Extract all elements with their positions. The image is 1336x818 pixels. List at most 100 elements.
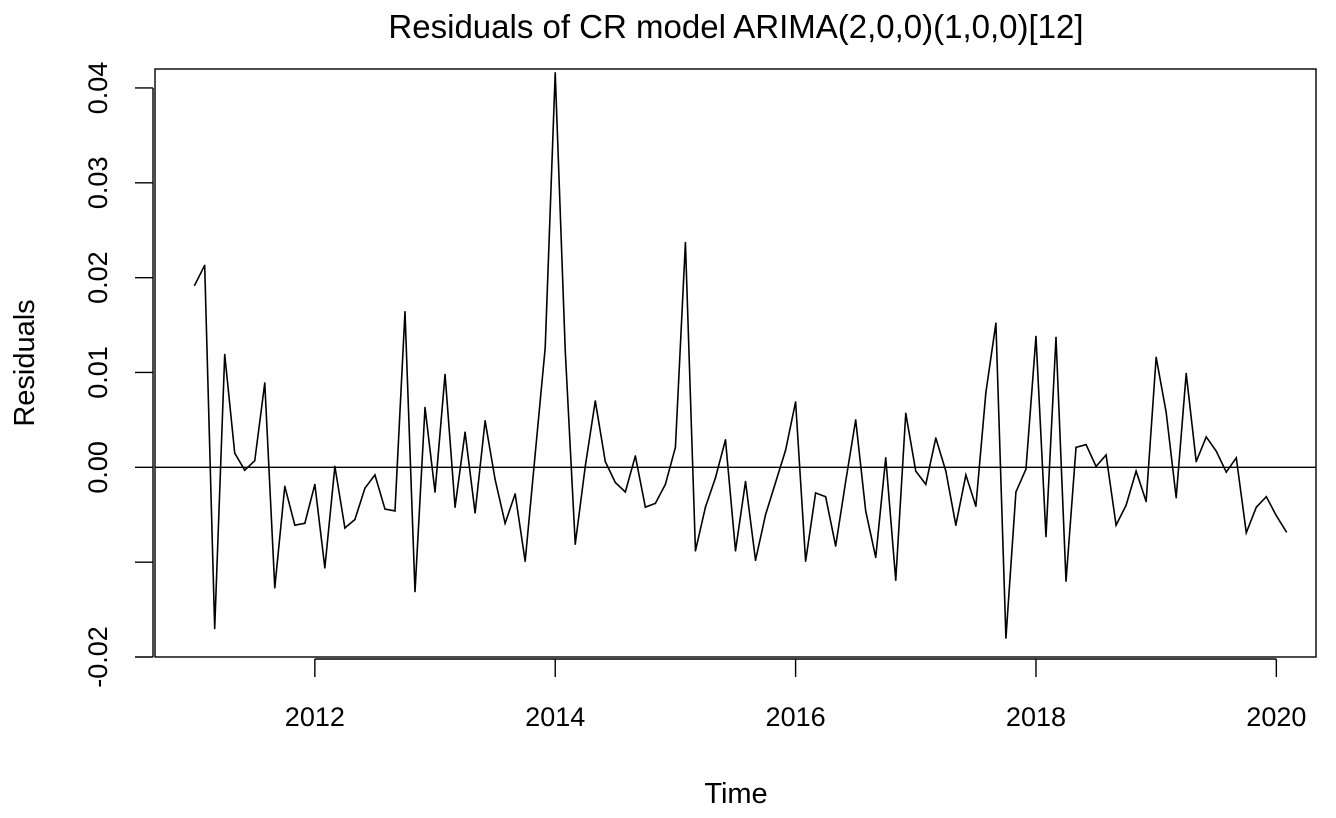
residual-point-23	[424, 406, 426, 409]
residuals-series-line	[193, 72, 1288, 639]
residual-point-56	[754, 559, 757, 562]
residual-point-14	[334, 465, 336, 468]
residual-point-64	[834, 545, 837, 547]
residual-point-96	[1155, 356, 1157, 359]
residual-point-17	[364, 487, 366, 489]
plot-frame	[154, 68, 1317, 658]
residual-point-101	[1205, 436, 1208, 438]
residual-point-44	[634, 455, 637, 457]
residual-point-46	[654, 502, 657, 505]
residual-point-80	[995, 322, 997, 324]
y-tick-label-4: 0.02	[83, 251, 113, 304]
residual-point-94	[1135, 470, 1137, 472]
residual-point-109	[1285, 531, 1288, 533]
residual-point-83	[1025, 468, 1027, 471]
residual-point-40	[594, 400, 597, 402]
residual-point-10	[294, 524, 296, 526]
residual-point-75	[945, 470, 947, 472]
residual-point-90	[1095, 465, 1097, 468]
residual-point-1	[203, 264, 206, 267]
residual-point-5	[243, 469, 246, 471]
residual-point-26	[454, 506, 456, 508]
residual-point-30	[494, 478, 496, 481]
residual-point-59	[784, 449, 787, 452]
x-tick-label-2016: 2016	[766, 702, 826, 732]
residual-point-92	[1115, 524, 1117, 526]
residual-point-7	[263, 382, 266, 384]
residual-point-29	[484, 420, 486, 422]
residual-point-41	[604, 460, 607, 463]
residual-point-12	[314, 483, 316, 486]
residual-point-58	[774, 481, 777, 484]
residual-point-21	[404, 310, 406, 313]
residual-point-11	[304, 522, 306, 525]
residual-point-66	[854, 419, 857, 421]
residual-point-74	[935, 437, 937, 439]
residual-point-107	[1265, 495, 1268, 498]
residual-point-81	[1005, 637, 1007, 639]
residual-point-87	[1065, 580, 1067, 582]
residual-point-0	[193, 284, 196, 287]
residual-point-91	[1105, 454, 1107, 456]
residual-point-9	[284, 485, 286, 488]
residual-point-71	[904, 412, 907, 415]
x-tick-label-2018: 2018	[1006, 702, 1066, 732]
residual-point-76	[955, 524, 957, 526]
residual-point-4	[233, 452, 236, 454]
residual-point-89	[1085, 443, 1087, 446]
y-tick-label-0: -0.02	[83, 626, 113, 688]
residual-point-42	[614, 481, 617, 484]
residual-point-63	[824, 495, 827, 498]
residual-point-106	[1255, 506, 1258, 508]
residual-point-8	[273, 586, 276, 589]
residual-point-50	[694, 549, 697, 552]
residual-point-20	[394, 510, 396, 512]
residual-point-85	[1045, 535, 1047, 538]
residual-point-82	[1015, 491, 1017, 493]
y-tick-label-2: 0.00	[83, 441, 113, 494]
residual-point-55	[744, 480, 747, 483]
residual-point-38	[574, 543, 577, 545]
residual-points	[193, 71, 1288, 639]
residual-point-6	[253, 459, 256, 462]
residual-point-97	[1165, 411, 1167, 414]
x-tick-label-2014: 2014	[525, 702, 585, 732]
x-axis: 2012 2014 2016 2018 2020	[285, 658, 1306, 732]
residual-point-72	[914, 470, 917, 472]
residual-point-61	[804, 560, 807, 563]
y-tick-label-6: 0.04	[83, 62, 113, 115]
residual-point-98	[1175, 496, 1177, 499]
residual-point-99	[1185, 372, 1187, 375]
x-axis-label: Time	[704, 778, 767, 810]
residual-point-47	[664, 483, 667, 486]
residual-point-43	[624, 491, 627, 493]
residual-point-104	[1235, 457, 1238, 459]
residual-point-86	[1055, 336, 1057, 339]
residual-point-54	[734, 549, 737, 552]
residual-point-3	[223, 353, 226, 356]
residual-point-2	[213, 627, 216, 630]
residual-point-33	[524, 560, 526, 563]
residual-point-53	[724, 439, 727, 441]
x-tick-label-2012: 2012	[285, 702, 345, 732]
residual-point-34	[534, 453, 536, 455]
residual-point-32	[514, 493, 516, 495]
residual-point-36	[554, 71, 557, 74]
residual-point-51	[704, 506, 707, 508]
y-axis-label: Residuals	[9, 299, 41, 426]
residual-point-16	[354, 518, 356, 521]
residual-point-28	[474, 512, 476, 514]
residual-point-19	[384, 508, 386, 510]
residual-point-77	[965, 474, 967, 476]
y-tick-label-5: 0.03	[83, 157, 113, 210]
residual-point-105	[1245, 531, 1248, 534]
residual-point-73	[924, 483, 927, 486]
residual-point-45	[644, 506, 647, 508]
residual-point-84	[1035, 335, 1037, 338]
y-axis: -0.02 0.00 0.01 0.02 0.03 0.04	[83, 62, 154, 688]
residual-point-49	[684, 241, 687, 244]
residual-point-108	[1275, 514, 1278, 517]
residual-point-27	[464, 431, 466, 434]
residual-point-52	[714, 476, 717, 479]
